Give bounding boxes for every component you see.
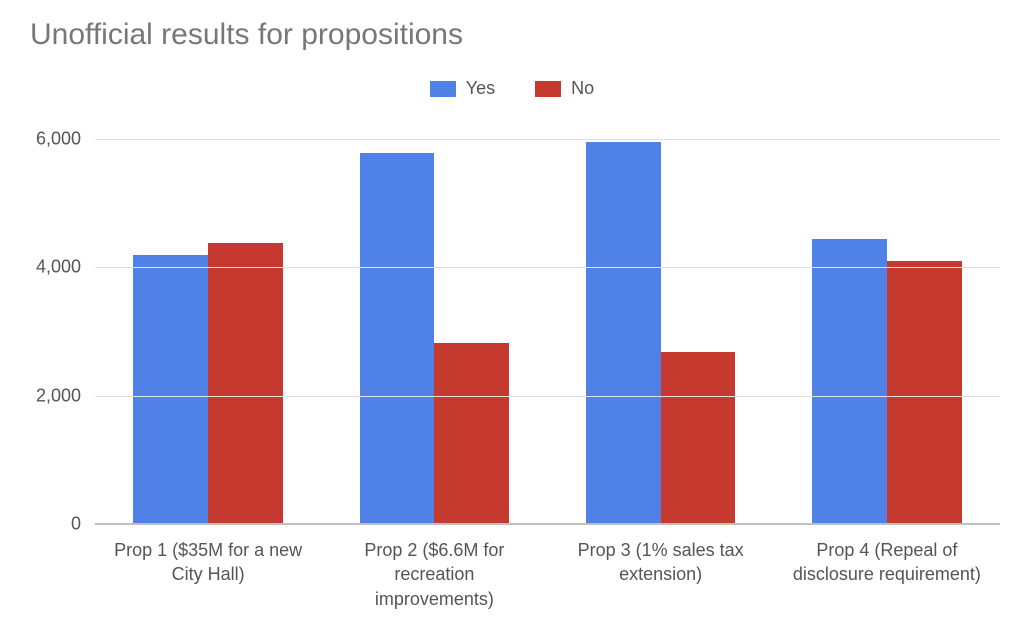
- bar-yes: [133, 255, 208, 524]
- bar-no: [434, 343, 509, 524]
- legend-swatch-yes: [430, 81, 456, 97]
- y-tick-label: 2,000: [36, 385, 95, 406]
- bar-yes: [586, 142, 661, 524]
- gridline: [95, 396, 1000, 397]
- y-tick-label: 6,000: [36, 129, 95, 150]
- y-tick-label: 4,000: [36, 257, 95, 278]
- x-axis-label: Prop 2 ($6.6M for recreation improvement…: [334, 524, 534, 611]
- bars: [321, 120, 547, 524]
- gridline: [95, 267, 1000, 268]
- x-axis-baseline: [95, 523, 1000, 525]
- chart-container: Unofficial results for propositions Yes …: [0, 0, 1024, 634]
- legend-label-no: No: [571, 78, 594, 99]
- bar-no: [208, 243, 283, 524]
- legend-item-no: No: [535, 78, 594, 99]
- bar-group: Prop 4 (Repeal of disclosure requirement…: [774, 120, 1000, 524]
- bar-groups: Prop 1 ($35M for a new City Hall)Prop 2 …: [95, 120, 1000, 524]
- plot-area: Prop 1 ($35M for a new City Hall)Prop 2 …: [95, 120, 1000, 524]
- bar-group: Prop 2 ($6.6M for recreation improvement…: [321, 120, 547, 524]
- y-tick-label: 0: [71, 514, 95, 535]
- bar-yes: [812, 239, 887, 524]
- bars: [774, 120, 1000, 524]
- bar-group: Prop 3 (1% sales tax extension): [548, 120, 774, 524]
- bars: [95, 120, 321, 524]
- bar-no: [887, 261, 962, 524]
- chart-title: Unofficial results for propositions: [30, 18, 463, 52]
- bars: [548, 120, 774, 524]
- bar-yes: [360, 153, 435, 524]
- x-axis-label: Prop 4 (Repeal of disclosure requirement…: [787, 524, 987, 587]
- legend: Yes No: [0, 78, 1024, 99]
- legend-label-yes: Yes: [466, 78, 495, 99]
- gridline: [95, 139, 1000, 140]
- legend-swatch-no: [535, 81, 561, 97]
- bar-no: [661, 352, 736, 524]
- legend-item-yes: Yes: [430, 78, 495, 99]
- x-axis-label: Prop 1 ($35M for a new City Hall): [108, 524, 308, 587]
- bar-group: Prop 1 ($35M for a new City Hall): [95, 120, 321, 524]
- x-axis-label: Prop 3 (1% sales tax extension): [561, 524, 761, 587]
